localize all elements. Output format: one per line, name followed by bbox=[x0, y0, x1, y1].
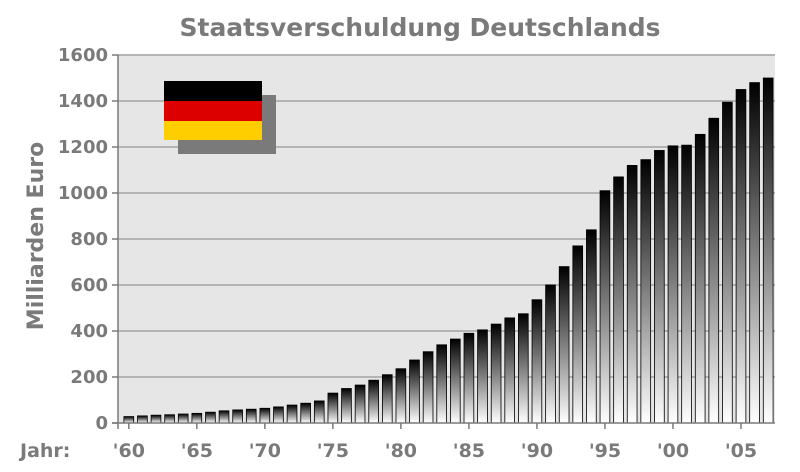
y-tick-label: 1200 bbox=[58, 137, 108, 158]
flag-stripe-black bbox=[164, 81, 262, 101]
bar-1967 bbox=[218, 410, 230, 424]
bar-1962 bbox=[150, 414, 162, 424]
chart-title: Staatsverschuldung Deutschlands bbox=[179, 13, 660, 42]
bar-1961 bbox=[137, 415, 148, 424]
bar-1966 bbox=[205, 411, 216, 424]
bar-1963 bbox=[164, 414, 175, 424]
bar-2007 bbox=[762, 77, 774, 424]
bar-1989 bbox=[518, 313, 529, 424]
y-tick-label: 0 bbox=[95, 413, 108, 434]
bar-1964 bbox=[177, 413, 189, 424]
bar-1992 bbox=[558, 266, 570, 424]
x-tick-label: '05 bbox=[725, 440, 757, 462]
bar-2004 bbox=[722, 101, 733, 424]
bar-1972 bbox=[286, 404, 298, 424]
x-tick-labels: '60 '65 '70 '75 '80 '85 '90 '95 '00 '05 bbox=[113, 423, 757, 462]
y-tick-label: 600 bbox=[70, 275, 108, 296]
flag-stripe-gold bbox=[164, 121, 262, 140]
x-tick-label: '90 bbox=[521, 440, 553, 462]
bar-1984 bbox=[449, 338, 461, 424]
bar-2002 bbox=[694, 133, 706, 424]
y-tick-label: 400 bbox=[70, 321, 108, 342]
bar-1985 bbox=[463, 332, 475, 424]
bar-1982 bbox=[422, 351, 434, 424]
bar-1991 bbox=[545, 284, 556, 424]
bar-1980 bbox=[395, 368, 407, 424]
bar-2001 bbox=[681, 144, 692, 424]
bar-1999 bbox=[654, 150, 665, 424]
x-tick-label: '65 bbox=[181, 440, 213, 462]
x-tick-label: '95 bbox=[589, 440, 621, 462]
bar-1998 bbox=[640, 159, 652, 424]
bar-1990 bbox=[531, 299, 543, 424]
x-tick-label: '75 bbox=[317, 440, 349, 462]
x-tick-label: '00 bbox=[657, 440, 689, 462]
bar-2000 bbox=[667, 145, 679, 424]
bar-1974 bbox=[313, 400, 325, 424]
bar-1976 bbox=[341, 388, 352, 424]
bar-1965 bbox=[191, 412, 203, 424]
bar-1979 bbox=[381, 374, 393, 424]
flag bbox=[164, 81, 276, 154]
bar-1995 bbox=[599, 190, 611, 424]
bars bbox=[123, 77, 774, 424]
bar-1975 bbox=[327, 392, 339, 424]
x-tick-label: '60 bbox=[113, 440, 145, 462]
flag-stripe-red bbox=[164, 101, 262, 121]
y-tick-label: 800 bbox=[70, 229, 108, 250]
y-tick-label: 200 bbox=[70, 367, 108, 388]
x-tick-label: '85 bbox=[453, 440, 485, 462]
gridlines bbox=[118, 54, 775, 378]
bar-2003 bbox=[708, 117, 720, 424]
bar-1970 bbox=[259, 407, 271, 424]
bar-2006 bbox=[749, 82, 760, 424]
x-axis-prefix: Jahr: bbox=[18, 440, 70, 462]
y-tick-label: 1000 bbox=[58, 183, 108, 204]
bar-1988 bbox=[504, 317, 516, 424]
bar-1993 bbox=[572, 245, 584, 424]
bar-1971 bbox=[273, 406, 284, 424]
x-tick-label: '80 bbox=[385, 440, 417, 462]
bar-1986 bbox=[477, 329, 488, 424]
bar-1987 bbox=[490, 323, 502, 424]
y-tick-label: 1600 bbox=[58, 45, 108, 66]
bar-1983 bbox=[436, 344, 447, 424]
y-axis-label: Milliarden Euro bbox=[24, 142, 49, 330]
bar-1997 bbox=[626, 164, 638, 424]
bar-1968 bbox=[232, 409, 243, 424]
bar-1978 bbox=[368, 379, 379, 424]
bar-1969 bbox=[245, 408, 257, 424]
bar-1981 bbox=[409, 359, 420, 424]
bar-1973 bbox=[300, 402, 311, 424]
bar-1994 bbox=[586, 229, 597, 424]
bar-2005 bbox=[735, 89, 747, 424]
bar-1977 bbox=[354, 384, 366, 424]
bar-1996 bbox=[613, 176, 624, 424]
y-tick-labels: 0 200 400 600 800 1000 1200 1400 1600 bbox=[58, 45, 118, 434]
y-tick-label: 1400 bbox=[58, 91, 108, 112]
x-tick-label: '70 bbox=[249, 440, 281, 462]
bar-1960 bbox=[123, 416, 135, 424]
